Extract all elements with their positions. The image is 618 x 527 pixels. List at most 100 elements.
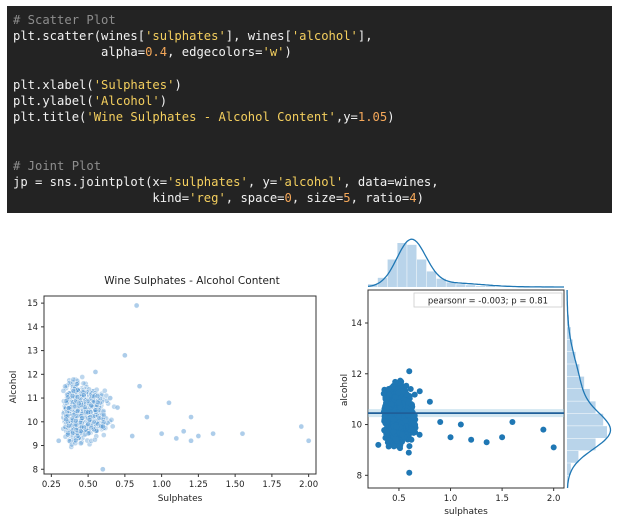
top-hist-bar: [426, 271, 437, 287]
chart1-point: [88, 402, 95, 409]
code-token: jp = sns.jointplot(x=: [13, 174, 168, 189]
chart1-y-ticks: 8 9 10 11 12 13 14 15: [27, 299, 44, 475]
chart1-point: [79, 374, 86, 380]
chart1-x-tick-label: 1.25: [189, 480, 208, 490]
code-line: plt.ylabel('Alcohol'): [13, 93, 612, 109]
right-hist-bar: [567, 389, 590, 401]
top-hist-bar: [466, 285, 476, 287]
chart1-x-ticks: 0.25 0.50 0.75 1.00 1.25 1.50 1.75 2.00: [42, 474, 318, 490]
chart1-point: [65, 405, 72, 412]
chart1-point: [78, 439, 85, 446]
code-line: # Joint Plot: [13, 158, 612, 174]
chart1-x-tick-label: 2.00: [299, 480, 318, 490]
code-line: plt.xlabel('Sulphates'): [13, 77, 612, 93]
chart1-point: [122, 352, 128, 359]
chart2-x-tick-label: 0.5: [392, 494, 406, 504]
chart2-point: [395, 399, 402, 406]
chart1-point: [188, 414, 194, 420]
chart1-point: [82, 380, 89, 387]
chart1-point: [129, 433, 136, 439]
code-token: 'alcohol': [291, 29, 358, 44]
code-token: 'Wine Sulphates - Alcohol Content': [86, 110, 336, 125]
chart1-plot-frame: [43, 295, 317, 475]
chart2-point: [393, 424, 400, 431]
code-token: , space=: [225, 191, 285, 206]
joint-right-marginal: [566, 290, 612, 489]
code-line: plt.title('Wine Sulphates - Alcohol Cont…: [13, 109, 612, 125]
chart2-x-label: sulphates: [444, 507, 488, 517]
chart1-point: [85, 409, 91, 416]
chart2-x-ticks: 0.5 1.0 1.5 2.0: [392, 488, 560, 504]
chart1-y-tick-label: 8: [33, 465, 38, 475]
chart1-point: [69, 393, 76, 399]
chart1-point: [70, 388, 77, 394]
chart1-point: [108, 416, 115, 423]
chart1-point: [94, 399, 101, 406]
chart2-point: [395, 413, 402, 420]
code-token: 'w': [262, 45, 285, 60]
right-hist-bar: [567, 413, 604, 426]
chart1-title: Wine Sulphates - Alcohol Content: [104, 275, 279, 287]
code-token: ): [284, 45, 292, 60]
chart1-point: [144, 414, 150, 420]
code-lines: # Scatter Plot plt.scatter(wines['sulphat…: [13, 12, 612, 206]
chart2-point: [392, 394, 399, 401]
chart2-point: [383, 428, 390, 435]
chart2-y-tick-label: 10: [351, 421, 362, 431]
chart2-x-tick-label: 1.5: [495, 494, 509, 504]
chart1-x-tick-label: 1.00: [152, 480, 171, 490]
chart2-x-tick-label: 1.0: [444, 494, 458, 504]
chart1-point: [94, 393, 101, 399]
chart1-points: [55, 302, 312, 473]
chart1-point: [86, 386, 92, 393]
chart2-point: [402, 417, 409, 424]
code-token: , y=: [247, 174, 278, 189]
chart2-point: [426, 398, 433, 405]
code-token: ], wines[: [225, 29, 292, 44]
code-token: , edgecolors=: [167, 45, 263, 60]
chart2-y-tick-label: 12: [351, 370, 362, 380]
chart1-point: [60, 388, 67, 394]
chart2-y-tick-label: 14: [351, 319, 362, 329]
code-line: # Scatter Plot: [13, 12, 612, 28]
chart1-point: [109, 423, 116, 430]
chart2-point: [457, 421, 464, 428]
code-token: plt.xlabel(: [13, 77, 94, 92]
code-token: 5: [343, 191, 351, 206]
chart2-point: [447, 434, 454, 441]
chart2-x-tick-label: 2.0: [547, 494, 561, 504]
chart1-point: [80, 392, 87, 398]
code-token: plt.ylabel(: [13, 93, 94, 108]
code-token: ): [174, 77, 182, 92]
code-cell[interactable]: # Scatter Plot plt.scatter(wines['sulphat…: [7, 6, 612, 213]
chart1-point: [55, 437, 62, 444]
chart1-point: [69, 429, 76, 436]
code-token: 'reg': [189, 191, 226, 206]
chart2-point: [483, 439, 490, 446]
code-token: 1.05: [357, 110, 388, 125]
chart2-y-tick-label: 8: [357, 471, 362, 481]
chart1-y-tick-label: 11: [27, 394, 38, 404]
chart1-y-label: Alcohol: [9, 371, 19, 404]
chart1-point: [65, 431, 71, 438]
chart1-point: [195, 433, 202, 439]
code-token: , data=wines,: [343, 174, 439, 189]
chart2-point: [390, 443, 397, 450]
chart2-point: [406, 469, 413, 476]
chart1-y-tick-label: 12: [27, 370, 38, 380]
chart1-point: [239, 430, 246, 437]
chart2-point: [383, 395, 390, 402]
chart1-x-tick-label: 0.50: [79, 480, 98, 490]
chart1-point: [63, 416, 69, 423]
code-line: alpha=0.4, edgecolors='w'): [13, 44, 612, 60]
top-hist-bar: [417, 259, 427, 287]
code-token: 'Sulphates': [93, 77, 175, 92]
chart1-point: [79, 415, 85, 421]
chart2-point: [381, 418, 388, 425]
chart2-point: [408, 436, 415, 443]
chart1-point: [166, 399, 172, 406]
chart2-point: [375, 441, 382, 448]
chart1-point: [77, 428, 84, 435]
chart2-point: [499, 434, 506, 441]
